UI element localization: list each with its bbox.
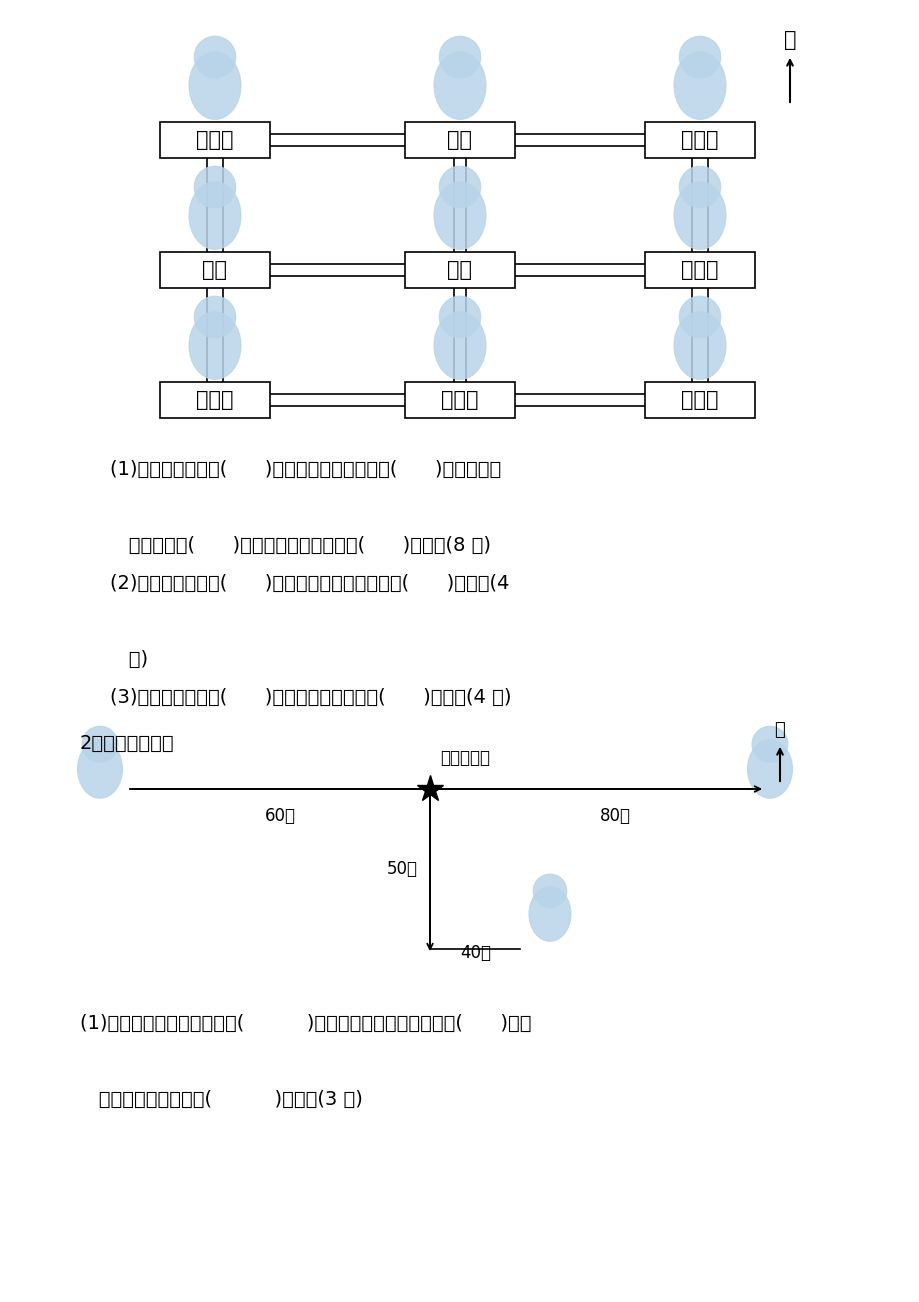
Bar bbox=[404, 253, 515, 288]
Text: 超市: 超市 bbox=[202, 260, 227, 280]
Bar bbox=[404, 381, 515, 418]
Text: 狮子山: 狮子山 bbox=[196, 130, 233, 150]
Bar bbox=[644, 253, 754, 288]
Ellipse shape bbox=[188, 182, 241, 250]
Text: (1)大象馆在喷泉的(      )方向。熊猫馆在喷泉的(      )方向。海豚: (1)大象馆在喷泉的( )方向。熊猫馆在喷泉的( )方向。海豚 bbox=[110, 460, 501, 479]
Ellipse shape bbox=[434, 52, 485, 120]
Circle shape bbox=[678, 36, 720, 78]
Bar bbox=[160, 122, 269, 158]
Bar bbox=[644, 122, 754, 158]
Circle shape bbox=[194, 167, 235, 208]
Text: 北: 北 bbox=[774, 721, 785, 740]
Ellipse shape bbox=[77, 740, 122, 798]
Text: 孔雀园: 孔雀园 bbox=[441, 391, 478, 410]
Bar bbox=[160, 381, 269, 418]
Ellipse shape bbox=[188, 52, 241, 120]
Text: 50米: 50米 bbox=[387, 861, 417, 878]
Text: 80米: 80米 bbox=[599, 807, 630, 825]
Text: (3)孔雀园在超市的(      )方向。猴山在超市的(      )方向。(4 分): (3)孔雀园在超市的( )方向。猴山在超市的( )方向。(4 分) bbox=[110, 687, 511, 707]
Text: 40米: 40米 bbox=[460, 944, 491, 962]
Bar bbox=[160, 253, 269, 288]
Ellipse shape bbox=[528, 887, 571, 941]
Text: 森林运动场: 森林运动场 bbox=[439, 749, 490, 767]
Text: 熊猫馆: 熊猫馆 bbox=[196, 391, 233, 410]
Circle shape bbox=[438, 296, 481, 337]
Circle shape bbox=[533, 874, 566, 907]
Ellipse shape bbox=[674, 52, 725, 120]
Circle shape bbox=[678, 167, 720, 208]
Ellipse shape bbox=[434, 311, 485, 379]
Text: 60米: 60米 bbox=[265, 807, 295, 825]
Circle shape bbox=[438, 167, 481, 208]
Bar bbox=[404, 122, 515, 158]
Circle shape bbox=[194, 36, 235, 78]
Text: 猴山: 猴山 bbox=[447, 130, 472, 150]
Circle shape bbox=[678, 296, 720, 337]
Text: (1)小狐狸家在森林运动场的(          )方向，小老鼠家在小狗家的(      )边，: (1)小狐狸家在森林运动场的( )方向，小老鼠家在小狗家的( )边， bbox=[80, 1014, 531, 1032]
Ellipse shape bbox=[746, 740, 791, 798]
Text: 馆在喷泉的(      )方向。狮子山在喷泉的(      )方向。(8 分): 馆在喷泉的( )方向。狮子山在喷泉的( )方向。(8 分) bbox=[110, 536, 491, 555]
Bar bbox=[644, 381, 754, 418]
Text: 北: 北 bbox=[783, 30, 795, 49]
Circle shape bbox=[194, 296, 235, 337]
Ellipse shape bbox=[434, 182, 485, 250]
Text: 大象馆: 大象馆 bbox=[680, 130, 718, 150]
Circle shape bbox=[438, 36, 481, 78]
Ellipse shape bbox=[674, 182, 725, 250]
Ellipse shape bbox=[188, 311, 241, 379]
Text: 喷泉: 喷泉 bbox=[447, 260, 472, 280]
Text: 2．森林运动会。: 2．森林运动会。 bbox=[80, 734, 175, 753]
Text: (2)猴山在游乐场的(      )方向。孔雀园在游乐场的(      )方向。(4: (2)猴山在游乐场的( )方向。孔雀园在游乐场的( )方向。(4 bbox=[110, 574, 509, 592]
Circle shape bbox=[82, 727, 118, 762]
Ellipse shape bbox=[674, 311, 725, 379]
Text: 海豚馆: 海豚馆 bbox=[680, 391, 718, 410]
Text: 小狗家在小狐狸家的(          )方向。(3 分): 小狗家在小狐狸家的( )方向。(3 分) bbox=[80, 1090, 362, 1109]
Circle shape bbox=[751, 727, 788, 762]
Text: 分): 分) bbox=[110, 650, 148, 669]
Text: 游乐场: 游乐场 bbox=[680, 260, 718, 280]
